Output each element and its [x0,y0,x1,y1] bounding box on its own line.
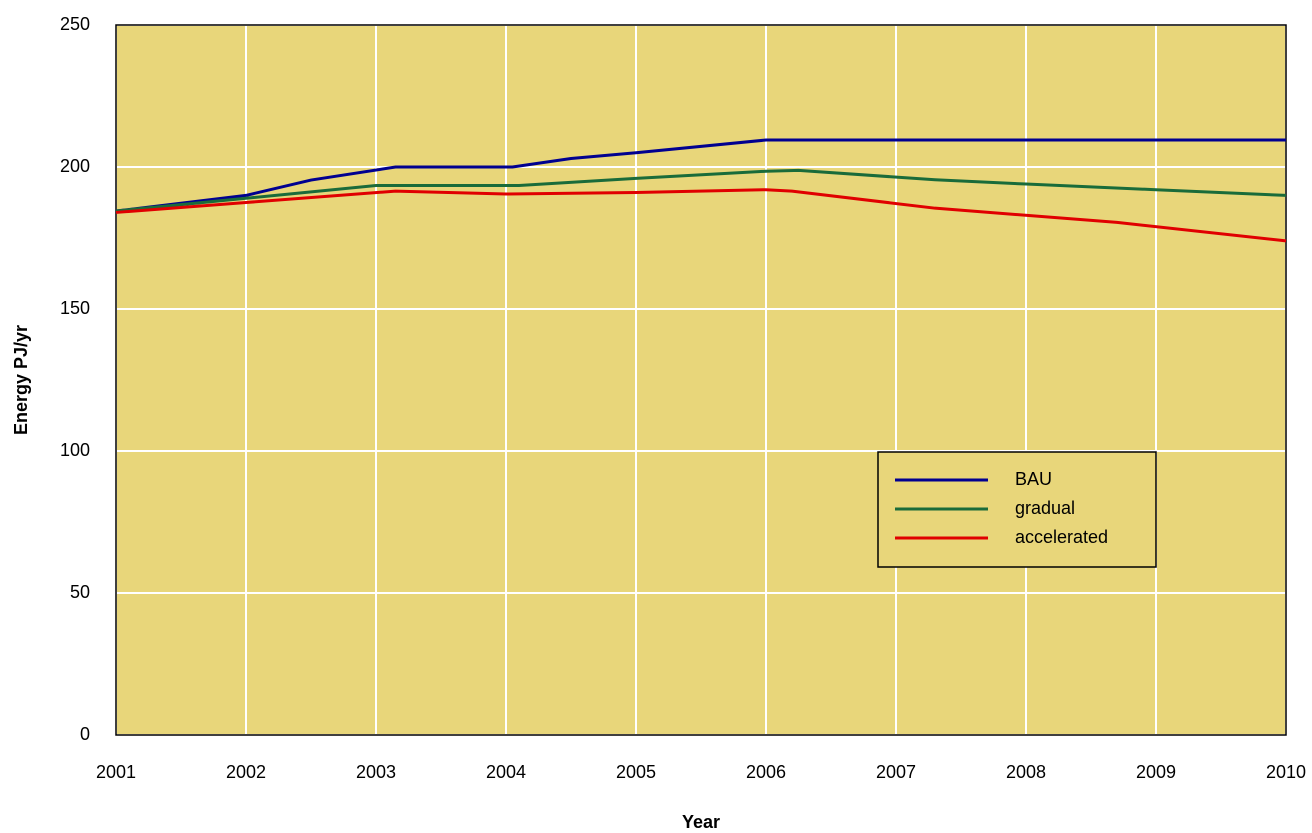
line [115,168,1287,213]
y-axis-label: Energy PJ/yr [11,325,31,435]
x-axis-label: Year [682,812,720,832]
x-tick-label: 2006 [746,762,786,782]
legend-label: gradual [1015,498,1075,518]
plot-area [116,25,1286,735]
line [115,188,1287,243]
x-tick-label: 2010 [1266,762,1306,782]
y-tick-label: 0 [80,724,90,744]
x-tick-label: 2008 [1006,762,1046,782]
x-tick-label: 2007 [876,762,916,782]
x-tick-label: 2009 [1136,762,1176,782]
x-tick-label: 2002 [226,762,266,782]
plot-border [115,24,1287,736]
y-tick-label: 250 [60,14,90,34]
legend-label: BAU [1015,469,1052,489]
y-tick-label: 100 [60,440,90,460]
x-tick-label: 2003 [356,762,396,782]
line [115,138,1286,213]
x-tick-label: 2004 [486,762,526,782]
y-tick-label: 200 [60,156,90,176]
y-tick-label: 150 [60,298,90,318]
y-tick-label: 50 [70,582,90,602]
x-tick-label: 2005 [616,762,656,782]
legend-label: accelerated [1015,527,1108,547]
x-tick-label: 2001 [96,762,136,782]
